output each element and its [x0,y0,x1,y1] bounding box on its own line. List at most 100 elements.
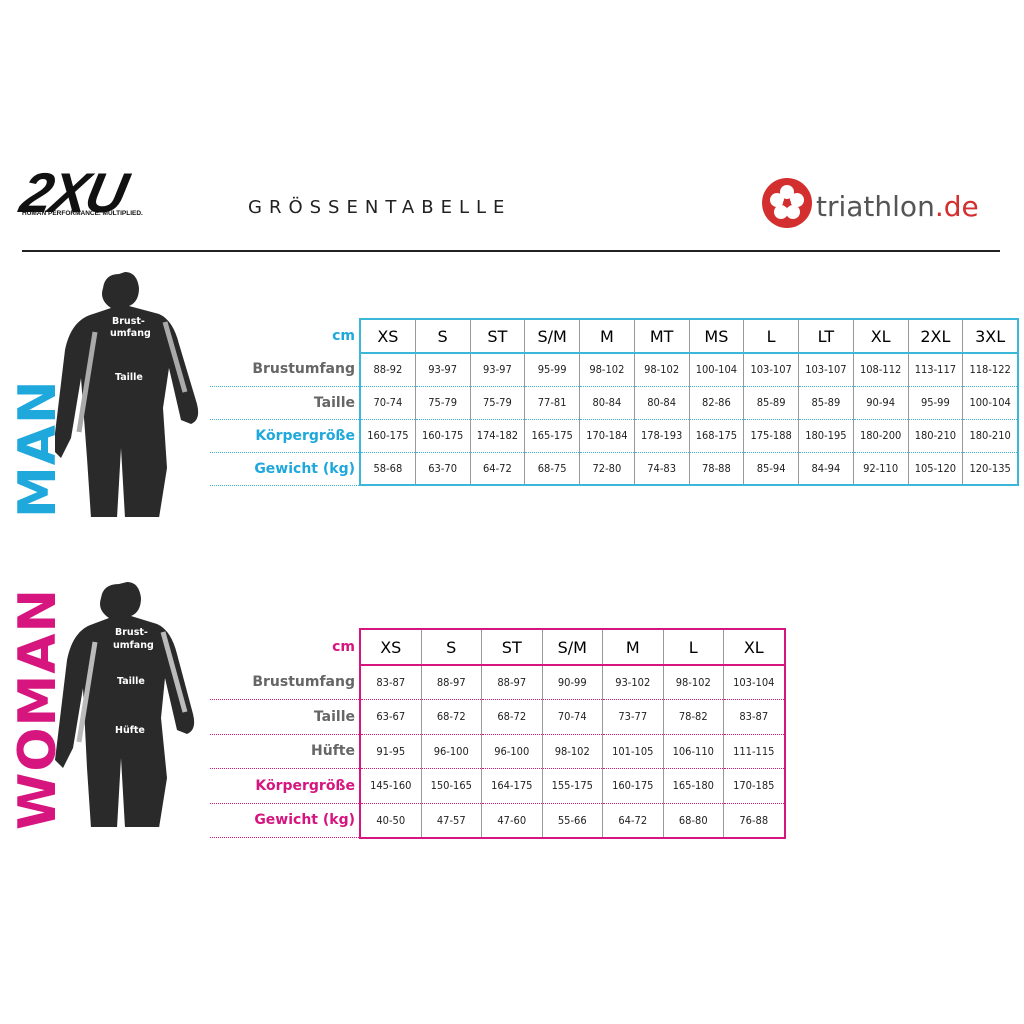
size-value: 92-110 [853,452,909,486]
size-value: 96-100 [481,734,543,769]
size-value: 180-210 [962,419,1020,453]
size-header: S/M [542,628,603,666]
size-value: 98-102 [542,734,603,769]
figure-label: umfang [113,640,154,651]
size-value: 145-160 [360,768,422,804]
size-header: MT [634,318,690,354]
figure-label: Taille [117,676,145,687]
size-header: XS [360,628,422,666]
figure-label: Taille [115,372,143,383]
size-value: 103-107 [743,353,799,387]
size-value: 111-115 [723,734,786,769]
figure-label: Brust- [115,627,148,638]
section-label: MAN [8,379,68,518]
size-value: 78-82 [663,699,724,735]
row-name: Taille [210,386,361,420]
size-value: 83-87 [723,699,786,735]
tagline: HUMAN PERFORMANCE. MULTIPLIED. [22,210,143,217]
size-value: 103-107 [798,353,854,387]
size-value: 74-83 [634,452,690,486]
size-value: 78-88 [689,452,745,486]
size-value: 168-175 [689,419,745,453]
size-value: 75-79 [470,386,526,420]
size-value: 155-175 [542,768,603,804]
row-name: Körpergröße [210,419,361,453]
size-value: 170-184 [579,419,635,453]
size-value: 75-79 [415,386,471,420]
unit-label: cm [210,319,361,353]
size-value: 63-67 [360,699,422,735]
row-name: Hüfte [210,734,361,769]
row-name: Gewicht (kg) [210,452,361,486]
row-name: Brustumfang [210,353,361,387]
size-value: 96-100 [421,734,482,769]
size-value: 63-70 [415,452,471,486]
size-value: 70-74 [542,699,603,735]
size-table: cm XS S ST S/M M MT MS L LT XL 2XL 3XL Brustumfang 88-… [210,318,1020,486]
size-value: 68-72 [421,699,482,735]
data-row: Körpergröße 160-175 160-175 174-182 165-175 1… [210,419,1020,453]
row-name: Körpergröße [210,768,361,804]
section-label: WOMAN [8,587,68,830]
size-value: 80-84 [579,386,635,420]
data-row: Taille 63-67 68-72 68-72 70-74 73-77 78-82 83-8… [210,699,786,735]
data-row: Körpergröße 145-160 150-165 164-175 155-175 1… [210,768,786,804]
size-value: 93-97 [415,353,471,387]
size-value: 64-72 [470,452,526,486]
size-table: cm XS S ST S/M M L XL Brustumfang 83-87 88-97 88-97… [210,628,786,839]
size-value: 77-81 [524,386,580,420]
size-value: 106-110 [663,734,724,769]
size-value: 47-60 [481,803,543,839]
size-value: 83-87 [360,665,422,700]
size-value: 88-92 [360,353,416,387]
brand-tld: .de [934,190,979,223]
size-value: 76-88 [723,803,786,839]
data-row: Brustumfang 83-87 88-97 88-97 90-99 93-102 98-… [210,665,786,700]
unit-label: cm [210,629,361,665]
figure-man [55,272,199,517]
size-value: 180-210 [908,419,964,453]
header-row: cm XS S ST S/M M L XL [210,628,786,666]
brand-name: triathlon [816,190,935,223]
size-header: LT [798,318,854,354]
size-header: ST [481,628,543,666]
size-value: 90-94 [853,386,909,420]
size-header: XL [723,628,786,666]
size-value: 98-102 [579,353,635,387]
size-header: L [743,318,799,354]
size-value: 55-66 [542,803,603,839]
size-value: 68-75 [524,452,580,486]
size-value: 91-95 [360,734,422,769]
size-value: 150-165 [421,768,482,804]
size-value: 120-135 [962,452,1020,486]
divider [22,250,1000,252]
size-header: M [579,318,635,354]
size-value: 93-97 [470,353,526,387]
size-value: 160-175 [360,419,416,453]
data-row: Brustumfang 88-92 93-97 93-97 95-99 98-102 98-… [210,353,1020,387]
data-row: Hüfte 91-95 96-100 96-100 98-102 101-105 106-1… [210,734,786,769]
size-header: S/M [524,318,580,354]
brand: triathlon.de [816,190,979,223]
size-value: 175-188 [743,419,799,453]
size-value: 95-99 [524,353,580,387]
size-value: 103-104 [723,665,786,700]
size-value: 164-175 [481,768,543,804]
size-value: 160-175 [415,419,471,453]
size-value: 40-50 [360,803,422,839]
figure-label: Brust- [112,316,145,327]
data-row: Gewicht (kg) 58-68 63-70 64-72 68-75 72-80 74-… [210,452,1020,486]
size-header: MS [689,318,745,354]
size-value: 170-185 [723,768,786,804]
hibiscus-icon [762,178,812,228]
size-value: 98-102 [663,665,724,700]
size-header: 2XL [908,318,964,354]
size-value: 174-182 [470,419,526,453]
size-value: 100-104 [689,353,745,387]
figure-woman [55,582,195,827]
size-value: 93-102 [602,665,664,700]
size-header: L [663,628,724,666]
size-value: 58-68 [360,452,416,486]
size-value: 68-72 [481,699,543,735]
